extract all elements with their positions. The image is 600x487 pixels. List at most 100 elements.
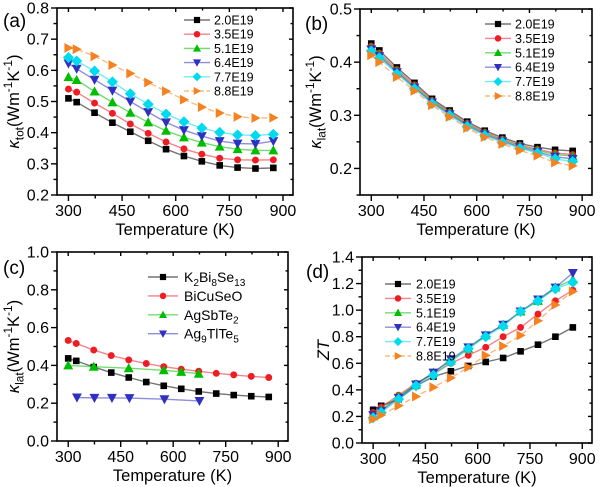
y-tick-label: 0.3 [330,108,352,125]
axes: 300 450 600 750 900 0.2 0.3 0.4 0.5 [330,2,596,221]
legend-label: 2.0E19 [515,18,555,32]
y-tick-label: 1.0 [27,245,49,262]
panel-d-chart: 300 450 600 750 900 0.0 0.2 0.4 0.6 0.8 1.0 1.2 1.4 2… [306,250,596,487]
y-tick-label: 1.2 [332,276,354,293]
x-tick-label: 450 [412,451,439,468]
series-3.5E19 [64,85,277,164]
legend-label: 7.7E19 [515,75,555,89]
legend-label: 5.1E19 [214,42,254,56]
x-tick-label: 900 [569,451,596,468]
x-tick-label: 600 [160,449,187,466]
x-tick-label: 300 [360,451,387,468]
panel-tag: (b) [305,14,328,35]
y-tick-label: 0.8 [332,329,354,346]
legend-label: 3.5E19 [214,28,254,42]
y-tick-label: 0.2 [332,409,354,426]
panel-a-chart: 300 450 600 750 900 0.2 0.3 0.4 0.5 0.6 0.7 0.8 2.0E… [1,1,297,240]
x-tick-label: 450 [411,203,438,220]
legend-label: BiCuSeO [184,288,242,304]
y-tick-label: 0.8 [27,1,49,18]
y-axis-label: κlat(Wm-1K-1) [1,300,27,393]
panel-tag: (c) [3,258,25,279]
series-7.7E19 [62,52,279,141]
legend-label: 8.8E19 [214,85,254,99]
y-tick-label: 0.4 [332,382,354,399]
series-6.4E19 [63,59,279,150]
panel-b-chart: 300 450 600 750 900 0.2 0.3 0.4 0.5 2.0E193.5E195… [303,2,596,240]
x-tick-label: 750 [216,203,243,220]
series-8.8E19 [369,286,578,425]
y-tick-label: 0.4 [27,358,49,375]
y-tick-label: 1.0 [332,303,354,320]
panel-c-chart: 300 450 600 750 900 0.0 0.2 0.4 0.6 0.8 1.0 K2Bi8Se… [1,245,292,486]
y-tick-label: 0.2 [27,188,49,205]
legend-label: 8.8E19 [416,350,456,364]
x-tick-label: 300 [55,203,82,220]
axes: 300 450 600 750 900 0.0 0.2 0.4 0.6 0.8 1.0 1.2 1.4 [332,250,596,469]
x-tick-label: 900 [270,203,297,220]
series-8.8E19 [64,42,279,123]
panel-tag: (d) [306,262,329,283]
legend-label: 6.4E19 [515,61,555,75]
x-tick-label: 300 [55,449,82,466]
legend-label: 6.4E19 [416,321,456,335]
legend-label: AgSbTe2 [184,307,239,327]
legend-label: 5.1E19 [515,46,555,60]
legend-label: 3.5E19 [515,32,555,46]
x-tick-label: 750 [516,203,543,220]
legend-label: 3.5E19 [416,292,456,306]
series-K2Bi8Se13 [64,355,273,401]
y-tick-label: 1.4 [332,250,354,267]
y-tick-label: 0.6 [332,356,354,373]
x-axis-label: Temperature (K) [417,469,536,487]
y-tick-label: 0.4 [27,125,49,142]
y-axis-label: κtot(Wm-1K-1) [1,55,27,149]
y-tick-label: 0.3 [27,156,49,173]
x-tick-label: 450 [109,203,136,220]
series-BiCuSeO [64,336,273,381]
legend-label: Ag9TlTe5 [184,326,239,346]
y-tick-label: 0.4 [330,55,352,72]
series-AgSbTe2 [63,360,204,378]
x-tick-label: 600 [463,203,490,220]
legend-label: K2Bi8Se13 [184,269,246,289]
axes: 300 450 600 750 900 0.0 0.2 0.4 0.6 0.8 1.0 [27,245,292,467]
legend-label: 7.7E19 [416,335,456,349]
x-tick-label: 750 [517,451,544,468]
y-tick-label: 0.2 [330,161,352,178]
y-tick-label: 0.5 [330,2,352,19]
y-tick-label: 0.6 [27,63,49,80]
legend-label: 8.8E19 [515,90,555,104]
x-tick-label: 600 [464,451,491,468]
y-tick-label: 0.0 [332,436,354,453]
x-tick-label: 300 [358,203,385,220]
y-tick-label: 0.7 [27,32,49,49]
series-8.8E19 [367,50,578,171]
x-tick-label: 450 [107,449,134,466]
y-tick-label: 0.5 [27,94,49,111]
x-tick-label: 900 [569,203,596,220]
y-tick-label: 0.6 [27,320,49,337]
series-Ag9TlTe5 [72,393,205,407]
y-axis-label: κlat(Wm-1K-1) [303,55,329,148]
x-axis-label: Temperature (K) [113,467,232,485]
legend-label: 5.1E19 [416,306,456,320]
series-2.0E19 [65,95,277,172]
x-tick-label: 750 [212,449,239,466]
legend-label: 2.0E19 [214,14,254,28]
y-tick-label: 0.2 [27,396,49,413]
legend-label: 2.0E19 [416,278,456,292]
y-tick-label: 0.0 [27,434,49,451]
legend-label: 6.4E19 [214,56,254,70]
x-axis-label: Temperature (K) [115,221,234,239]
legend-label: 7.7E19 [214,70,254,84]
axes: 300 450 600 750 900 0.2 0.3 0.4 0.5 0.6 0.7 0.8 [27,1,297,221]
y-tick-label: 0.8 [27,282,49,299]
x-tick-label: 900 [265,449,292,466]
y-axis-label: ZT [315,338,333,361]
